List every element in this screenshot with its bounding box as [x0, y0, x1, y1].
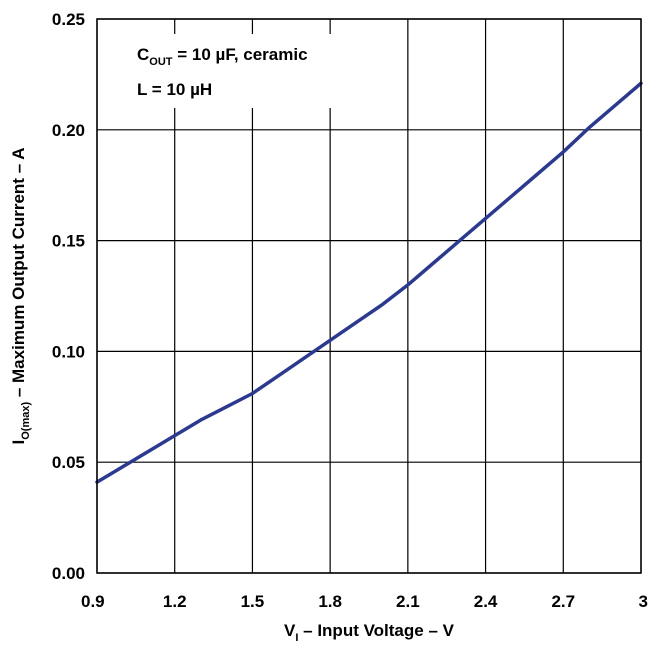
y-tick-label: 0.00 [52, 564, 85, 583]
y-axis-label-rest: – Maximum Output Current – A [9, 147, 28, 401]
x-axis-label-sub: I [295, 632, 298, 644]
y-axis-label-sub: O(max) [20, 402, 32, 440]
annotation-text: COUT = 10 µF, ceramic [137, 45, 308, 68]
x-tick-label: 2.4 [474, 592, 498, 611]
x-axis-label-main: V [284, 621, 296, 640]
x-tick-label: 2.1 [396, 592, 420, 611]
annotation-main: L = 10 µH [137, 80, 212, 99]
annotation-sub: OUT [149, 56, 173, 68]
x-tick-label: 2.7 [551, 592, 575, 611]
x-tick-label: 3 [639, 592, 648, 611]
x-axis-label-rest: – Input Voltage – V [298, 621, 454, 640]
series-line [95, 81, 643, 484]
annotation-text: L = 10 µH [137, 80, 212, 99]
annotation-box [126, 34, 376, 108]
y-tick-label: 0.20 [52, 121, 85, 140]
x-tick-label: 1.8 [318, 592, 342, 611]
y-tick-labels: 0.00 0.05 0.10 0.15 0.20 0.25 [52, 10, 85, 583]
y-tick-label: 0.05 [52, 453, 85, 472]
y-axis-label-main: I [9, 440, 28, 445]
x-tick-label: 0.9 [81, 592, 105, 611]
annotation-rest: = 10 µF, ceramic [173, 45, 308, 64]
y-axis-label: IO(max) – Maximum Output Current – A [9, 147, 32, 444]
x-tick-labels: 0.9 1.2 1.5 1.8 2.1 2.4 2.7 3 [81, 592, 648, 611]
x-tick-label: 1.5 [241, 592, 265, 611]
series-layer [95, 81, 643, 484]
y-tick-label: 0.25 [52, 10, 85, 29]
x-tick-label: 1.2 [163, 592, 187, 611]
plot-border [96, 18, 642, 574]
x-axis-label: VI – Input Voltage – V [284, 621, 455, 644]
annotation-layer: COUT = 10 µF, ceramic L = 10 µH [137, 45, 308, 99]
y-tick-label: 0.10 [52, 342, 85, 361]
y-tick-label: 0.15 [52, 232, 85, 251]
annotation-main: C [137, 45, 149, 64]
